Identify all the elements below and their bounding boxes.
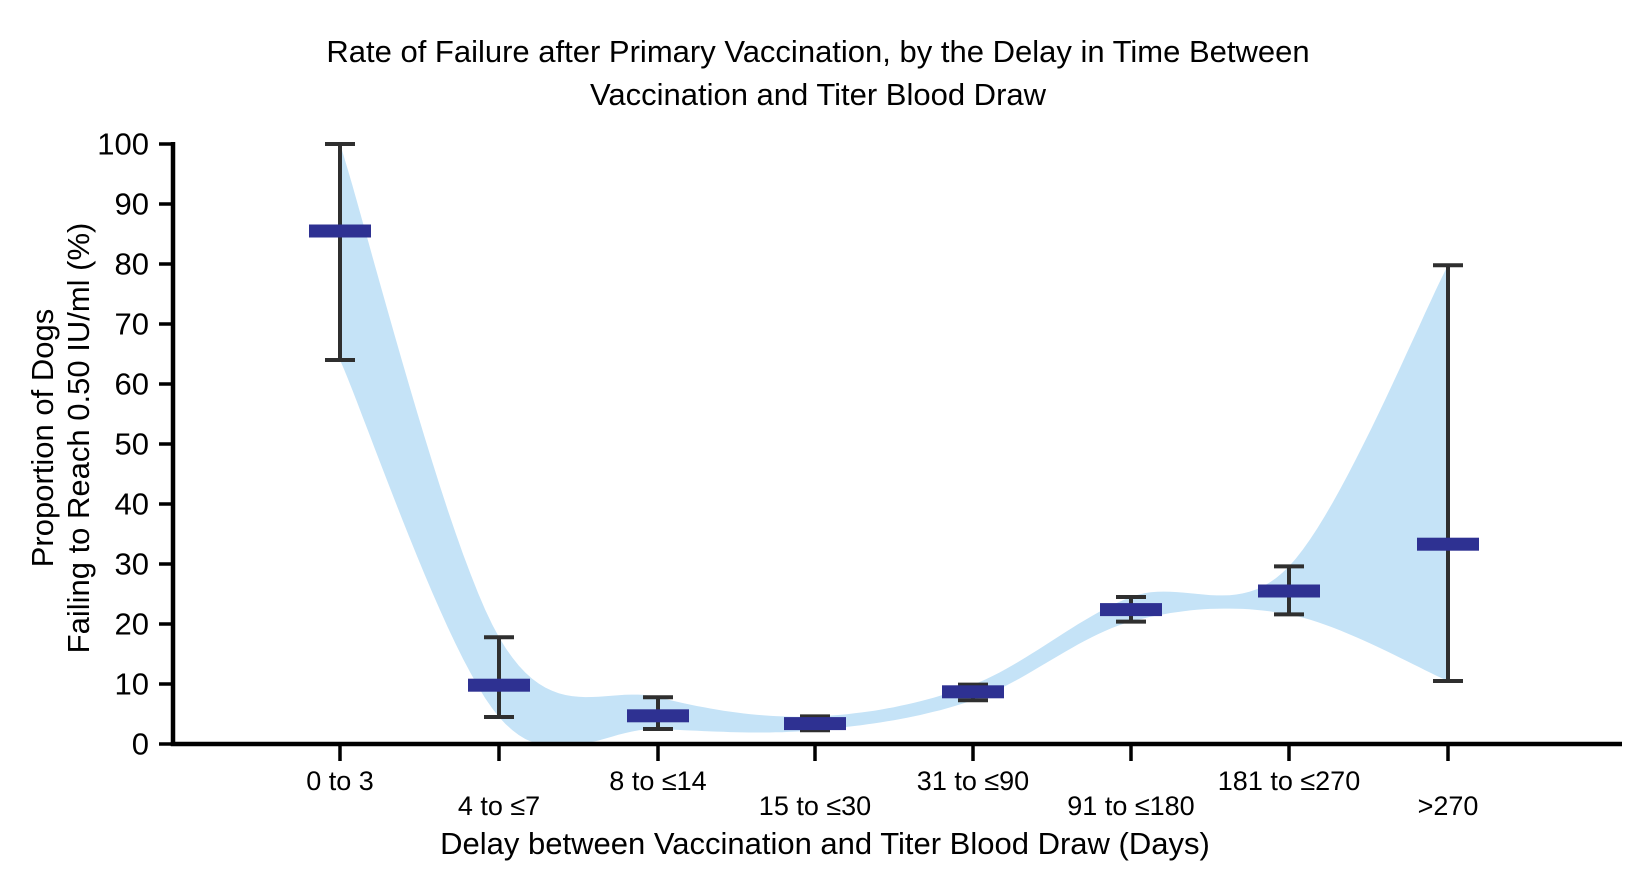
confidence-band: [340, 144, 1448, 742]
y-tick-label: 100: [97, 127, 149, 162]
y-tick-label: 10: [115, 667, 149, 702]
point-estimate-marker: [942, 685, 1004, 699]
x-category-label: >270: [1418, 791, 1479, 821]
y-tick-label: 40: [115, 487, 149, 522]
point-estimate-marker: [468, 678, 530, 692]
y-tick-label: 0: [132, 727, 149, 762]
point-estimate-marker: [784, 717, 846, 731]
y-tick-label: 90: [115, 187, 149, 222]
chart-title-line2: Vaccination and Titer Blood Draw: [589, 77, 1047, 112]
point-estimate-marker: [1100, 603, 1162, 617]
y-tick-label: 70: [115, 307, 149, 342]
x-category-label: 181 to ≤270: [1218, 766, 1360, 796]
chart-title-line1: Rate of Failure after Primary Vaccinatio…: [326, 34, 1310, 69]
chart-title: Rate of Failure after Primary Vaccinatio…: [0, 30, 1636, 116]
x-axis-label: Delay between Vaccination and Titer Bloo…: [440, 826, 1210, 861]
y-tick-label: 80: [115, 247, 149, 282]
point-estimate-marker: [1258, 584, 1320, 598]
point-estimate-marker: [1417, 537, 1479, 551]
x-category-label: 15 to ≤30: [759, 791, 871, 821]
y-tick-label: 30: [115, 547, 149, 582]
x-category-label: 31 to ≤90: [917, 766, 1029, 796]
x-category-label: 91 to ≤180: [1067, 791, 1194, 821]
y-tick-label: 60: [115, 367, 149, 402]
y-tick-label: 20: [115, 607, 149, 642]
x-category-label: 0 to 3: [306, 766, 374, 796]
x-category-label: 4 to ≤7: [458, 791, 540, 821]
y-tick-label: 50: [115, 427, 149, 462]
point-estimate-marker: [309, 224, 371, 238]
point-estimate-marker: [627, 709, 689, 723]
x-category-label: 8 to ≤14: [609, 766, 706, 796]
